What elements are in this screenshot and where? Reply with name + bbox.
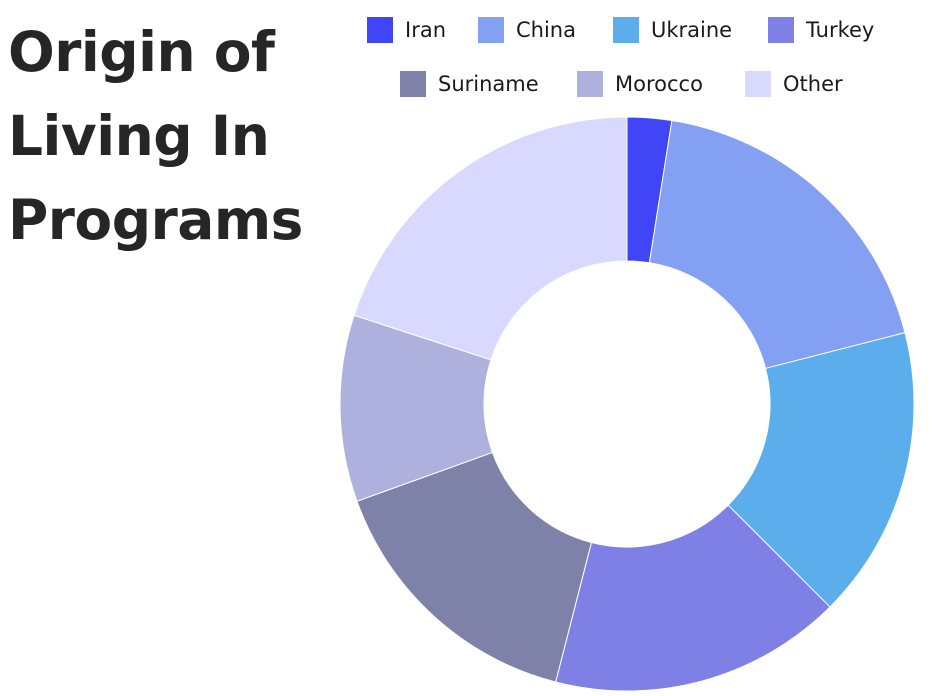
legend-label-suriname: Suriname [438,72,539,96]
legend-swatch-morocco [577,71,603,97]
legend-swatch-ukraine [613,17,639,43]
legend-item-iran[interactable]: Iran [367,17,446,43]
slice-suriname[interactable] [356,451,593,683]
legend-item-china[interactable]: China [478,17,576,43]
legend-label-china: China [516,18,576,42]
slice-other[interactable] [353,116,628,361]
legend-item-turkey[interactable]: Turkey [768,17,874,43]
legend-label-turkey: Turkey [806,18,875,42]
slice-china[interactable] [648,119,906,370]
legend-swatch-iran [367,17,393,43]
legend-label-iran: Iran [405,18,447,42]
legend-label-morocco: Morocco [615,72,703,96]
legend-swatch-china [478,17,504,43]
legend-item-morocco[interactable]: Morocco [577,71,703,97]
legend-item-suriname[interactable]: Suriname [400,71,539,97]
slice-ukraine[interactable] [727,332,915,608]
legend-swatch-suriname [400,71,426,97]
legend-swatch-other [745,71,771,97]
legend-label-ukraine: Ukraine [651,18,733,42]
slice-turkey[interactable] [555,504,831,692]
legend-label-other: Other [783,72,843,96]
chart-title: Origin of Living In Programs [8,20,303,252]
legend-item-ukraine[interactable]: Ukraine [613,17,732,43]
legend-swatch-turkey [768,17,794,43]
legend-item-other[interactable]: Other [745,71,843,97]
